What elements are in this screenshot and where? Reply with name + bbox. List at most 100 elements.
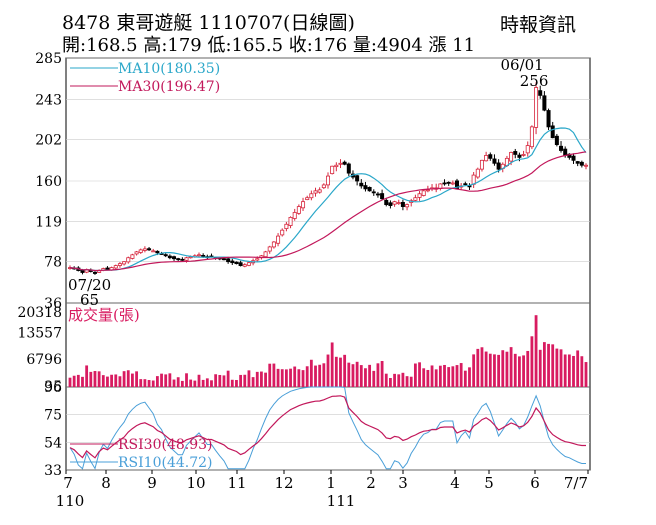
rsi30-legend: RSI30(48.93) <box>118 437 212 453</box>
candle-body <box>513 151 518 155</box>
volume-bar <box>530 336 534 387</box>
candle-body <box>167 255 172 259</box>
candle-body <box>201 255 206 257</box>
low-date-annotation: 07/20 <box>68 276 111 294</box>
high-value-annotation: 256 <box>520 72 549 90</box>
volume-legend: 成交量(張) <box>68 306 140 324</box>
volume-bar <box>409 376 413 387</box>
volume-bar <box>459 363 463 387</box>
ma30-legend: MA30(196.47) <box>118 79 220 95</box>
volume-bar <box>401 372 405 387</box>
candle-body <box>196 254 201 257</box>
volume-bar <box>518 356 521 387</box>
rsi30-line <box>69 395 586 459</box>
volume-bar <box>426 369 430 387</box>
price-tick-label: 36 <box>44 296 62 312</box>
candle-body <box>288 216 293 226</box>
volume-bar <box>513 353 517 387</box>
volume-bar <box>509 347 513 387</box>
candle-body <box>563 148 568 156</box>
volume-bar <box>160 373 163 387</box>
candle-body <box>421 190 426 196</box>
candle-body <box>371 191 376 194</box>
volume-bar <box>268 363 272 387</box>
volume-bar <box>389 378 392 387</box>
candle-body <box>230 260 235 264</box>
x-tick-label: 7/7 <box>564 474 588 492</box>
x-tick-label: 10 <box>186 474 205 492</box>
volume-bar <box>189 379 193 387</box>
volume-bar <box>185 373 188 387</box>
volume-bar <box>468 367 471 387</box>
price-tick-label: 202 <box>35 133 62 149</box>
volume-bar <box>405 376 409 387</box>
candle-body <box>313 190 318 194</box>
volume-bar <box>251 377 255 387</box>
volume-bar <box>110 374 114 387</box>
data-source: 時報資訊 <box>500 14 577 36</box>
volume-bar <box>226 370 230 387</box>
candle-body <box>496 162 501 170</box>
volume-bar <box>214 374 218 387</box>
price-tick-label: 119 <box>35 214 62 230</box>
high-date-annotation: 06/01 <box>500 56 543 74</box>
candle-body <box>309 193 314 199</box>
price-tick-label: 285 <box>35 51 62 67</box>
candle-body <box>292 212 297 219</box>
x-tick-label: 1 <box>326 474 336 492</box>
candle-body <box>176 258 181 261</box>
candle-body <box>550 125 555 139</box>
candle-body <box>92 271 97 274</box>
volume-bar <box>210 380 213 387</box>
volume-bar <box>218 374 222 387</box>
volume-bar <box>580 356 584 387</box>
candle-body <box>554 135 559 145</box>
candle-body <box>117 263 122 266</box>
volume-bar <box>147 380 151 387</box>
volume-bar <box>205 378 209 387</box>
candle-body <box>359 182 364 187</box>
volume-bar <box>343 354 347 387</box>
candle-body <box>450 182 455 185</box>
volume-bar <box>451 366 455 387</box>
volume-bar <box>72 375 76 387</box>
candle-body <box>113 265 118 269</box>
candle-body <box>317 189 322 193</box>
low-value-annotation: 65 <box>80 291 99 309</box>
volume-bar <box>168 373 172 387</box>
candle-body <box>342 161 347 165</box>
volume-bar <box>85 365 89 387</box>
candle-body <box>492 158 497 164</box>
volume-bar <box>76 374 80 387</box>
volume-bar <box>443 364 446 387</box>
candle-body <box>105 267 110 270</box>
ma10-legend: MA10(180.35) <box>118 61 220 77</box>
candle-body <box>325 175 330 186</box>
volume-bar <box>276 368 280 387</box>
volume-bar <box>493 354 496 387</box>
volume-bar <box>434 369 438 387</box>
volume-bar <box>430 365 434 387</box>
volume-bar <box>534 315 538 387</box>
candle-body <box>446 181 451 184</box>
volume-bar <box>384 373 388 387</box>
volume-bar <box>476 348 480 387</box>
volume-bar <box>484 351 488 387</box>
candle-body <box>126 257 131 263</box>
volume-bar <box>155 376 159 387</box>
candle-body <box>321 184 326 189</box>
volume-bar <box>463 370 467 387</box>
volume-bar <box>106 376 109 387</box>
volume-bar <box>143 379 147 387</box>
volume-bar <box>472 354 476 387</box>
volume-bar <box>526 350 530 387</box>
candle-body <box>155 250 160 254</box>
candle-body <box>355 175 360 182</box>
candle-body <box>271 241 276 248</box>
quote-summary: 開:168.5 高:179 低:165.5 收:176 量:4904 漲 11 <box>62 35 476 56</box>
volume-bar <box>151 380 155 387</box>
x-tick-label: 7 <box>63 474 73 492</box>
candle-body <box>463 183 468 186</box>
volume-tick-label: 35 <box>44 379 62 395</box>
